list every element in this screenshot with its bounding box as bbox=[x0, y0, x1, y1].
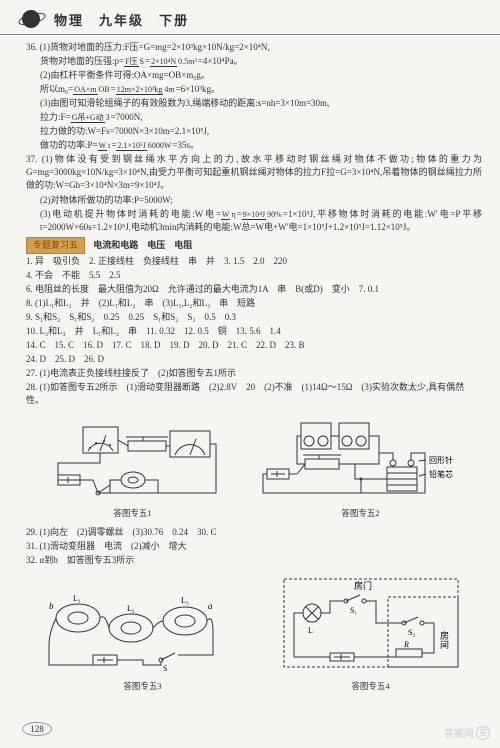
diagram-4: 房门 房间 L S₁ S₂ R 答图专五4 bbox=[276, 573, 466, 692]
svg-text:L₂: L₂ bbox=[127, 604, 135, 613]
label: 回形针 bbox=[429, 455, 453, 465]
answer-line: 32. α到b 如答图专五3所示 bbox=[26, 554, 482, 567]
watermark-icon: 答 bbox=[476, 726, 490, 740]
answer-line: 28. (1)如答图专五2所示 (1)滑动变阻器断路 (2)2.8V 20 (2… bbox=[26, 381, 482, 407]
section-header: 专题复习五 电流和电路 电压 电阻 bbox=[26, 237, 482, 254]
svg-text:S₁: S₁ bbox=[350, 606, 357, 615]
answer-line: 10. L₂和L₃ 并 L₁和L₂ 串 11. 0.32 12. 0.5 铜 1… bbox=[26, 325, 482, 338]
q37-line: (2)对物体所做功的功率:P=5000W; bbox=[26, 194, 482, 207]
q36-line: (2)由杠杆平衡条件可得:OA×mg=OB×m₀g。 bbox=[26, 69, 482, 82]
diagram-label: 答图专五4 bbox=[276, 680, 466, 692]
diagram-row-1: 答图专五1 回形针 铅笔芯 答图专五2 bbox=[26, 413, 482, 519]
diagram-row-2: b a S L₁ L₂ L₃ 答图专五3 房门 房间 L S₁ bbox=[26, 573, 482, 692]
q36-line: 36. (1)货物对地面的压力:F压=G=mg=2×10³kg×10N/kg=2… bbox=[26, 41, 482, 54]
label: 房门 bbox=[354, 580, 372, 591]
answer-line: 24. D 25. D 26. D bbox=[26, 353, 482, 366]
grade: 九年级 bbox=[99, 13, 144, 28]
header-title: 物理 九年级 下册 bbox=[54, 10, 189, 29]
diagram-label: 答图专五1 bbox=[48, 507, 218, 519]
answer-line: 9. S₁和S₃ S₁和S₂ 0.25 0.25 S₁和S₂ S₃ 0.5 0.… bbox=[26, 311, 482, 324]
answer-line: 14. C 15. C 16. D 17. C 18. D 19. D 20. … bbox=[26, 339, 482, 352]
svg-text:L₃: L₃ bbox=[181, 596, 189, 605]
svg-text:L₁: L₁ bbox=[73, 594, 81, 603]
watermark-text: 答案网 bbox=[444, 725, 474, 740]
page-content: 36. (1)货物对地面的压力:F压=G=mg=2×10³kg×10N/kg=2… bbox=[0, 35, 500, 692]
diagram-label: 答图专五3 bbox=[43, 680, 243, 692]
q36-line: 所以m₀=OA×mOB=12m×2×10³kg4m=6×10³kg。 bbox=[26, 83, 482, 96]
q36-line: 做功的功率:P=Wt=2.1×10⁵J6000W=35s。 bbox=[26, 139, 482, 152]
subject: 物理 bbox=[54, 13, 84, 28]
svg-text:L: L bbox=[308, 626, 313, 635]
page-number: 128 bbox=[22, 722, 52, 736]
answer-line: 29. (1)向左 (2)调零螺丝 (3)30.76 0.24 30. C bbox=[26, 526, 482, 539]
planet-logo-icon bbox=[18, 8, 46, 30]
circuit-diagram-icon: b a S L₁ L₂ L₃ bbox=[43, 573, 243, 678]
answer-line: 4. 不会 不能 5.5 2.5 bbox=[26, 269, 482, 282]
section-title: 电流和电路 电压 电阻 bbox=[93, 240, 192, 250]
diagram-2: 回形针 铅笔芯 答图专五2 bbox=[261, 413, 461, 519]
svg-text:S₂: S₂ bbox=[408, 628, 415, 637]
svg-text:R: R bbox=[403, 640, 409, 649]
watermark: 答案网 答 bbox=[444, 725, 490, 740]
answer-line: 31. (1)滑动变阻器 电流 (2)减小 增大 bbox=[26, 540, 482, 553]
svg-text:a: a bbox=[208, 601, 213, 611]
answer-line: 1. 异 吸引负 2. 正接线柱 负接线柱 串 并 3. 1.5 2.0 220 bbox=[26, 255, 482, 268]
label: 铅笔芯 bbox=[429, 469, 453, 479]
q36-line: 货物对地面的压强:p=F压S=2×10⁴N0.5m²=4×10⁴Pa。 bbox=[26, 55, 482, 68]
diagram-label: 答图专五2 bbox=[261, 507, 461, 519]
svg-text:S: S bbox=[163, 664, 167, 673]
circuit-diagram-icon: 回形针 铅笔芯 bbox=[261, 413, 461, 505]
q36-line: (3)由图可知滑轮组绳子的有效股数为3,绳端移动的距离:s=nh=3×10m=3… bbox=[26, 97, 482, 110]
answer-line: 8. (1)L₁和L₂ 并 (2)L₁和L₂ 串 (3)L₁,L₂和L₃ 串 短… bbox=[26, 297, 482, 310]
q37-line: (3)电动机提升物体时消耗的电能:W电=Wη=9×10⁴J90%=1×10⁵J,… bbox=[26, 208, 482, 234]
q36-line: 拉力:F=G吊+G动3=7000N, bbox=[26, 111, 482, 124]
diagram-1: 答图专五1 bbox=[48, 413, 218, 519]
volume: 下册 bbox=[159, 13, 189, 28]
circuit-diagram-icon bbox=[48, 413, 218, 505]
circuit-diagram-icon: 房门 房间 L S₁ S₂ R bbox=[276, 573, 466, 678]
label: 房间 bbox=[439, 630, 449, 650]
diagram-3: b a S L₁ L₂ L₃ 答图专五3 bbox=[43, 573, 243, 692]
answer-line: 27. (1)电流表正负接线柱接反了 (2)如答图专五1所示 bbox=[26, 367, 482, 380]
page-header: 物理 九年级 下册 bbox=[0, 0, 500, 35]
q37-line: 37. (1)物体没有受到钢丝绳水平方向上的力,故水平移动时钢丝绳对物体不做功;… bbox=[26, 153, 482, 192]
q36-line: 拉力做的功:W=Fs=7000N×3×10m=2.1×10⁵J, bbox=[26, 125, 482, 138]
section-label: 专题复习五 bbox=[26, 237, 85, 254]
svg-text:b: b bbox=[49, 601, 54, 611]
answer-line: 6. 电阻丝的长度 最大阻值为20Ω 允许通过的最大电流为1A 串 B(或D) … bbox=[26, 283, 482, 296]
